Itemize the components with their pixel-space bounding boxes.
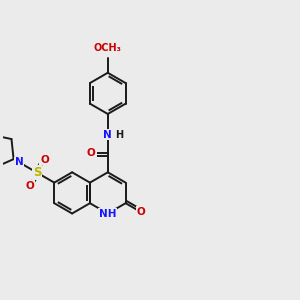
Text: O: O: [87, 148, 96, 158]
Text: N: N: [15, 158, 24, 167]
Text: N: N: [103, 130, 112, 140]
Text: O: O: [40, 154, 49, 165]
Text: H: H: [115, 130, 123, 140]
Text: S: S: [33, 166, 41, 179]
Text: NH: NH: [99, 209, 116, 219]
Text: OCH₃: OCH₃: [94, 43, 122, 53]
Text: O: O: [25, 181, 34, 191]
Text: O: O: [137, 207, 146, 217]
